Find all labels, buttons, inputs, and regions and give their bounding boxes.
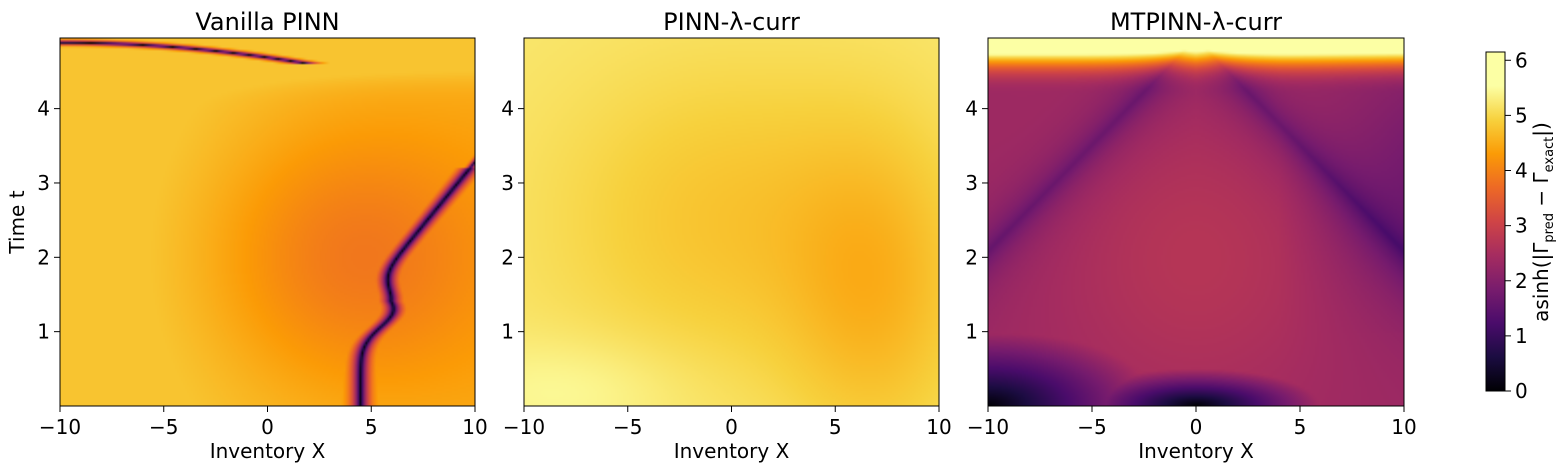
y-tick-label: 4 <box>501 97 514 121</box>
x-tick-label: 10 <box>462 415 487 439</box>
heatmap-vanilla-pinn <box>60 38 475 406</box>
y-tick-label: 4 <box>965 97 978 121</box>
colorbar-tick-label: 6 <box>1515 48 1528 72</box>
colorbar-tick-label: 1 <box>1515 324 1528 348</box>
x-tick-label: 10 <box>926 415 951 439</box>
y-tick-label: 3 <box>37 171 50 195</box>
x-axis-label: Inventory X <box>210 439 326 463</box>
colorbar-tick-label: 4 <box>1515 159 1528 183</box>
x-tick-label: −10 <box>967 415 1009 439</box>
heatmap-mtpinn-lambda-curr <box>988 38 1404 406</box>
y-tick-label: 1 <box>37 320 50 344</box>
x-axis-label: Inventory X <box>674 439 790 463</box>
x-tick-label: 0 <box>725 415 738 439</box>
y-tick-label: 2 <box>37 245 50 269</box>
x-tick-label: −10 <box>503 415 545 439</box>
axis-ticks: −10 −5 0 5 10 1 2 3 4 <box>37 97 487 439</box>
colorbar: 0 1 2 3 4 5 6 asinh(|Γpred − Γexact|) <box>1485 48 1557 403</box>
x-axis-label: Inventory X <box>1138 439 1254 463</box>
colorbar-tick-label: 5 <box>1515 103 1528 127</box>
x-tick-label: 0 <box>261 415 274 439</box>
x-tick-label: −5 <box>613 415 642 439</box>
y-tick-label: 2 <box>965 245 978 269</box>
y-tick-label: 3 <box>501 171 514 195</box>
x-tick-label: 5 <box>1294 415 1307 439</box>
y-tick-label: 1 <box>965 320 978 344</box>
heatmap-pinn-lambda-curr <box>524 38 939 406</box>
axis-ticks: −10 −5 0 5 10 1 2 3 4 <box>965 97 1416 439</box>
panel-mtpinn-lambda-curr: MTPINN-λ-curr Inventory X −10 −5 0 5 10 1 2 3 4 <box>965 8 1416 463</box>
x-tick-label: 5 <box>829 415 842 439</box>
colorbar-tick-label: 3 <box>1515 214 1528 238</box>
x-tick-label: 0 <box>1190 415 1203 439</box>
colorbar-tick-label: 0 <box>1515 379 1528 403</box>
y-tick-label: 1 <box>501 320 514 344</box>
axis-ticks: −10 −5 0 5 10 1 2 3 4 <box>501 97 951 439</box>
colorbar-label: asinh(|Γpred − Γexact|) <box>1529 122 1557 322</box>
x-tick-label: −5 <box>1077 415 1106 439</box>
y-tick-label: 2 <box>501 245 514 269</box>
colorbar-gradient <box>1485 51 1506 392</box>
x-tick-label: −10 <box>39 415 81 439</box>
panel-title: MTPINN-λ-curr <box>1110 8 1282 36</box>
panel-title: Vanilla PINN <box>195 8 339 36</box>
y-tick-label: 4 <box>37 97 50 121</box>
x-tick-label: 5 <box>365 415 378 439</box>
panel-pinn-lambda-curr: PINN-λ-curr Inventory X −10 −5 0 5 10 1 2 3 4 <box>501 8 951 463</box>
colorbar-ticks: 0 1 2 3 4 5 6 <box>1505 48 1528 403</box>
panel-title: PINN-λ-curr <box>663 8 800 36</box>
y-axis-label: Time t <box>5 190 29 254</box>
x-tick-label: −5 <box>149 415 178 439</box>
colorbar-tick-label: 2 <box>1515 269 1528 293</box>
panel-vanilla-pinn: Vanilla PINN Inventory X Time t −10 −5 0 5 1… <box>5 8 488 463</box>
x-tick-label: 10 <box>1391 415 1416 439</box>
y-tick-label: 3 <box>965 171 978 195</box>
